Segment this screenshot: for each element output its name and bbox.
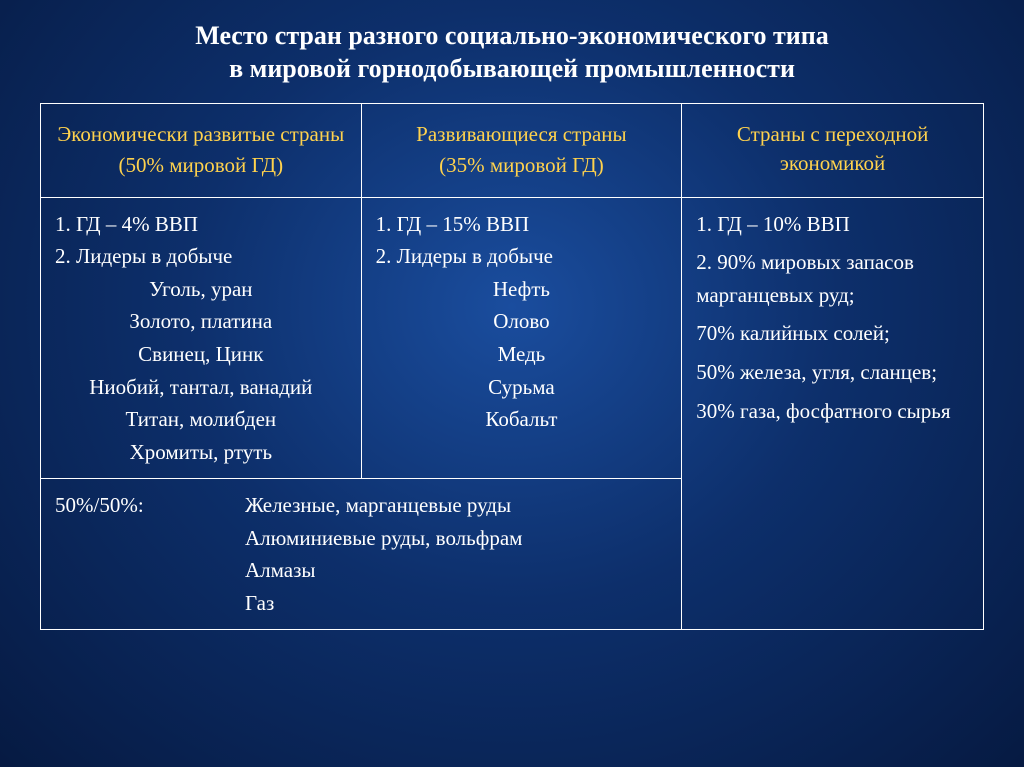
c1-item-5: Хромиты, ртуть — [55, 436, 347, 469]
slide: Место стран разного социально-экономичес… — [0, 0, 1024, 767]
c2-item-2: Медь — [376, 338, 668, 371]
bottom-item-0: Железные, марганцевые руды — [245, 489, 667, 522]
c2-top-1: 2. Лидеры в добыче — [376, 240, 668, 273]
header-col-2: Развивающиеся страны (35% мировой ГД) — [361, 104, 682, 198]
c1-item-3: Ниобий, тантал, ванадий — [55, 371, 347, 404]
cell-col-1: 1. ГД – 4% ВВП 2. Лидеры в добыче Уголь,… — [41, 197, 362, 478]
cell-col-3: 1. ГД – 10% ВВП 2. 90% мировых запасов м… — [682, 197, 984, 630]
c1-item-0: Уголь, уран — [55, 273, 347, 306]
body-row: 1. ГД – 4% ВВП 2. Лидеры в добыче Уголь,… — [41, 197, 984, 478]
slide-title: Место стран разного социально-экономичес… — [40, 20, 984, 85]
header-col-1: Экономически развитые страны (50% мирово… — [41, 104, 362, 198]
bottom-label: 50%/50%: — [55, 489, 245, 522]
bottom-list: Железные, марганцевые руды Алюминиевые р… — [245, 489, 667, 619]
header-col-3: Страны с переходной экономикой — [682, 104, 984, 198]
c2-top-0: 1. ГД – 15% ВВП — [376, 208, 668, 241]
bottom-flex: 50%/50%: Железные, марганцевые руды Алюм… — [55, 489, 667, 619]
c2-item-0: Нефть — [376, 273, 668, 306]
c1-top-0: 1. ГД – 4% ВВП — [55, 208, 347, 241]
c2-item-4: Кобальт — [376, 403, 668, 436]
bottom-item-2: Алмазы — [245, 554, 667, 587]
header-1-line-2: (50% мировой ГД) — [51, 151, 351, 180]
header-row: Экономически развитые страны (50% мирово… — [41, 104, 984, 198]
cell-col-2: 1. ГД – 15% ВВП 2. Лидеры в добыче Нефть… — [361, 197, 682, 478]
header-1-line-1: Экономически развитые страны — [51, 120, 351, 149]
c1-item-1: Золото, платина — [55, 305, 347, 338]
c2-item-3: Сурьма — [376, 371, 668, 404]
c3-para-1: 2. 90% мировых запасов марганцевых руд; — [696, 246, 969, 311]
c3-para-2: 70% калийных солей; — [696, 317, 969, 350]
title-line-2: в мировой горнодобывающей промышленности — [229, 54, 795, 83]
c1-item-2: Свинец, Цинк — [55, 338, 347, 371]
header-2-line-2: (35% мировой ГД) — [372, 151, 672, 180]
c1-item-4: Титан, молибден — [55, 403, 347, 436]
c3-para-3: 50% железа, угля, сланцев; — [696, 356, 969, 389]
c2-item-1: Олово — [376, 305, 668, 338]
c3-para-0: 1. ГД – 10% ВВП — [696, 208, 969, 241]
header-3-line-1: Страны с переходной экономикой — [692, 120, 973, 179]
c1-top-1: 2. Лидеры в добыче — [55, 240, 347, 273]
bottom-cell: 50%/50%: Железные, марганцевые руды Алюм… — [41, 479, 682, 630]
c3-para-4: 30% газа, фосфатного сырья — [696, 395, 969, 428]
title-line-1: Место стран разного социально-экономичес… — [195, 21, 828, 50]
main-table: Экономически развитые страны (50% мирово… — [40, 103, 984, 630]
bottom-item-1: Алюминиевые руды, вольфрам — [245, 522, 667, 555]
bottom-item-3: Газ — [245, 587, 667, 620]
header-2-line-1: Развивающиеся страны — [372, 120, 672, 149]
